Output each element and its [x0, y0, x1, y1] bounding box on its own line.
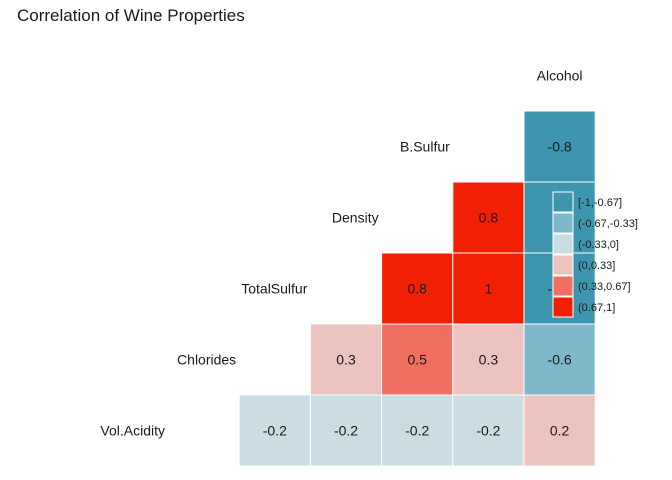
- heatmap-cell: [523, 323, 596, 396]
- cell-value-label: 0.8: [407, 281, 427, 297]
- legend-swatch: [552, 254, 574, 276]
- variable-label: Chlorides: [177, 352, 236, 368]
- heatmap-cell: [381, 323, 454, 396]
- cell-value-label: -0.2: [405, 423, 429, 439]
- variable-labels: Vol.Acidity Chlorides TotalSulfur Density B.…: [100, 68, 582, 439]
- legend: [-1,-0.67] (-0.67,-0.33] (-0.33,0] (0,0.33]…: [552, 191, 638, 318]
- legend-label: (-0.67,-0.33]: [578, 218, 638, 230]
- heatmap-cells: -0.2 -0.2 -0.2 -0.2 0.2 0.3 0.5 0.3 -0.6 0.8 1 -0.8…: [238, 110, 596, 467]
- heatmap-cell: [452, 252, 525, 325]
- heatmap-cell: [523, 110, 596, 183]
- cell-value-label: 0.3: [336, 352, 356, 368]
- legend-label: (0.67,1]: [578, 302, 615, 314]
- legend-swatch: [552, 233, 574, 255]
- legend-label: (0.33,0.67]: [578, 281, 631, 293]
- heatmap-cell: [381, 252, 454, 325]
- cell-value-label: -0.6: [548, 352, 572, 368]
- legend-label: (-0.33,0]: [578, 239, 619, 251]
- heatmap-cell: [452, 323, 525, 396]
- cell-value-label: -0.8: [548, 139, 572, 155]
- cell-value-label: -0.2: [263, 423, 287, 439]
- legend-swatch: [552, 275, 574, 297]
- variable-label: TotalSulfur: [241, 281, 307, 297]
- heatmap-cell: [309, 323, 383, 396]
- variable-label: B.Sulfur: [400, 139, 450, 155]
- legend-label: [-1,-0.67]: [578, 197, 622, 209]
- variable-label: Alcohol: [537, 68, 583, 84]
- cell-value-label: 0.3: [479, 352, 499, 368]
- heatmap-cell: [452, 181, 525, 254]
- legend-swatch: [552, 191, 574, 213]
- heatmap-cell: [523, 394, 596, 467]
- chart-title: Correlation of Wine Properties: [17, 6, 245, 25]
- variable-label: Density: [332, 210, 379, 226]
- legend-swatch: [552, 212, 574, 234]
- variable-label: Vol.Acidity: [100, 423, 165, 439]
- cell-value-label: 0.5: [407, 352, 427, 368]
- cell-value-label: -0.2: [334, 423, 358, 439]
- legend-label: (0,0.33]: [578, 260, 615, 272]
- cell-value-label: -0.2: [476, 423, 500, 439]
- legend-swatch: [552, 296, 574, 318]
- cell-value-label: 1: [485, 281, 493, 297]
- cell-value-label: 0.2: [550, 423, 570, 439]
- cell-value-label: 0.8: [479, 210, 499, 226]
